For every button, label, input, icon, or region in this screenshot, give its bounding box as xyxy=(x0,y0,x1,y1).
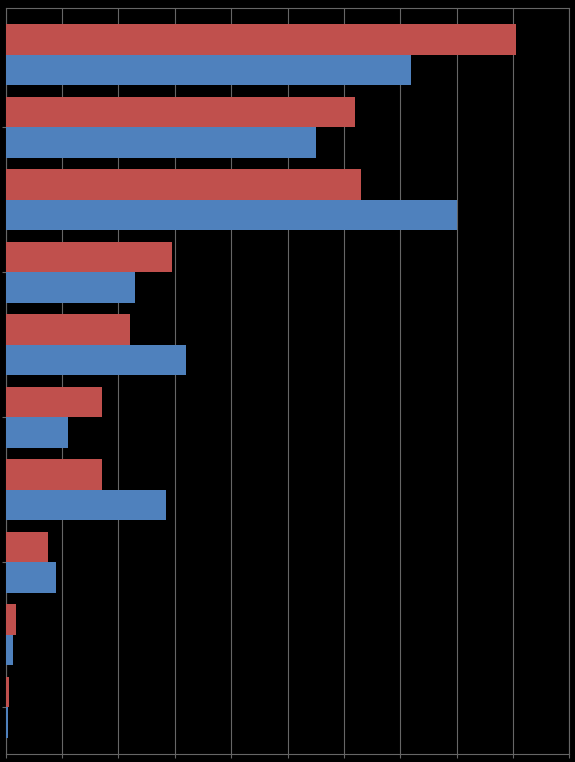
Bar xyxy=(6,707,8,738)
Bar xyxy=(6,418,68,448)
Bar xyxy=(6,24,516,55)
Bar xyxy=(6,97,355,127)
Bar xyxy=(6,55,412,85)
Bar xyxy=(6,459,102,490)
Bar xyxy=(6,562,56,593)
Bar xyxy=(6,604,16,635)
Bar xyxy=(6,169,361,200)
Bar xyxy=(6,532,48,562)
Bar xyxy=(6,387,102,418)
Bar xyxy=(6,635,13,665)
Bar xyxy=(6,677,9,707)
Bar xyxy=(6,314,130,344)
Bar xyxy=(6,127,316,158)
Bar xyxy=(6,242,172,272)
Bar xyxy=(6,200,457,230)
Bar xyxy=(6,272,135,303)
Bar xyxy=(6,490,166,520)
Bar xyxy=(6,344,186,375)
